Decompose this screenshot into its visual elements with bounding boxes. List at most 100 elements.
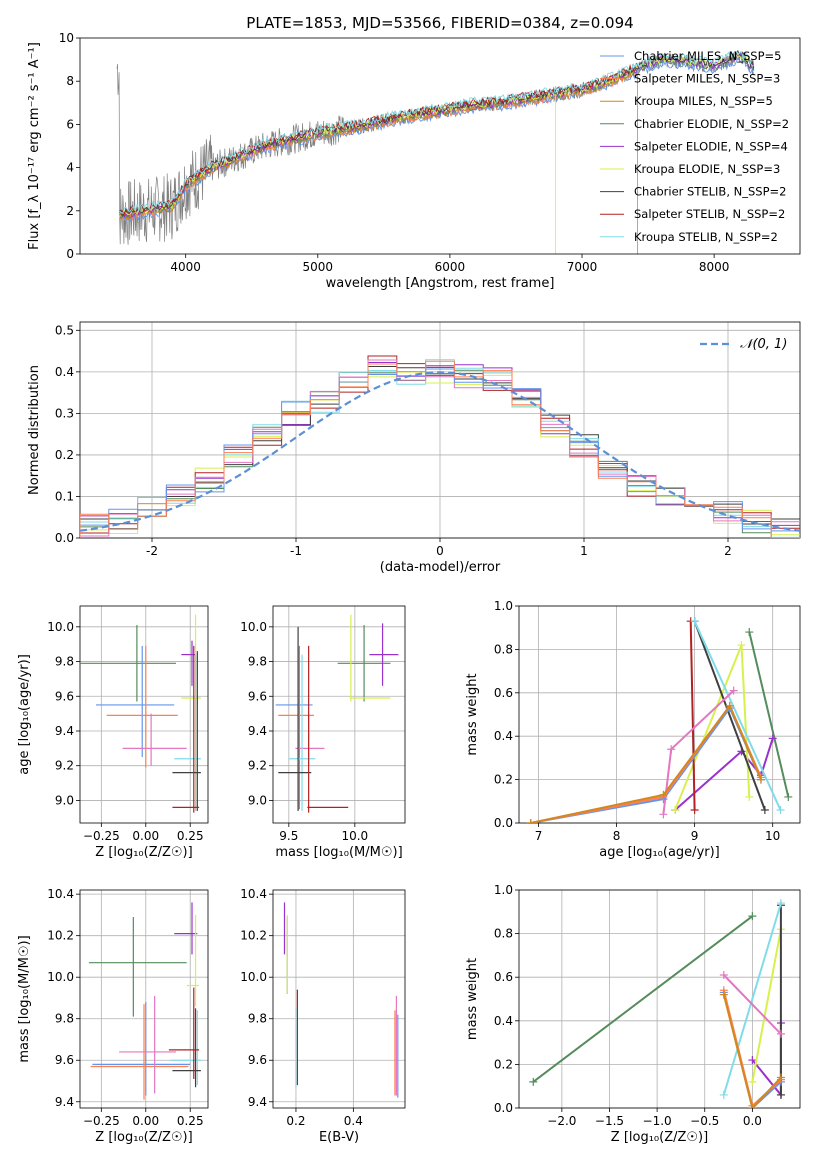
x-tick-label: −0.25 bbox=[83, 1114, 120, 1128]
weight-marker bbox=[737, 641, 746, 650]
x-tick-label: −1.5 bbox=[595, 1114, 624, 1128]
weight-series bbox=[722, 994, 782, 1108]
y-tick-label: 10.4 bbox=[240, 887, 267, 901]
x-tick-label: 9.5 bbox=[279, 829, 298, 843]
legend-entry: Salpeter ELODIE, N_SSP=4 bbox=[634, 139, 788, 153]
legend-entry: Chabrier ELODIE, N_SSP=2 bbox=[634, 117, 789, 131]
weight-marker bbox=[690, 617, 699, 626]
weight-marker bbox=[748, 912, 757, 921]
plot-frame bbox=[272, 889, 406, 1109]
y-tick-label: 0.5 bbox=[55, 323, 74, 337]
y-tick-label: 9.6 bbox=[248, 1053, 267, 1067]
weight-lines bbox=[526, 617, 793, 823]
y-tick-label: 9.8 bbox=[248, 1012, 267, 1026]
weight-marker bbox=[748, 1104, 757, 1108]
weight-marker bbox=[667, 745, 676, 754]
plot-frame bbox=[79, 37, 801, 255]
x-axis-label: Z [log₁₀(Z/Z☉)] bbox=[95, 845, 192, 860]
y-tick-label: 0.6 bbox=[494, 686, 513, 700]
y-tick-label: 9.0 bbox=[55, 793, 74, 807]
y-axis-label: mass [log₁₀(M/M☉)] bbox=[17, 935, 32, 1062]
weight-marker bbox=[719, 1090, 728, 1099]
x-tick-label: 0.25 bbox=[177, 1114, 204, 1128]
y-tick-label: 10.2 bbox=[240, 929, 267, 943]
x-tick-label: 0.00 bbox=[132, 829, 159, 843]
y-tick-label: 1.0 bbox=[494, 599, 513, 613]
y-axis-label: Normed distribution bbox=[27, 365, 42, 495]
x-tick-label: 7 bbox=[535, 829, 543, 843]
y-tick-label: 9.8 bbox=[248, 655, 267, 669]
axes-age-vs-metallicity: −0.25 0.00 0.25 9.0 9.2 9.4 9.6 9.8 10.0 Z [log₁₀… bbox=[17, 605, 209, 860]
y-tick-label: 0.0 bbox=[494, 1101, 513, 1115]
y-tick-label: 0.3 bbox=[55, 406, 74, 420]
y-tick-label: 9.8 bbox=[55, 1012, 74, 1026]
y-tick-label: 0.8 bbox=[494, 642, 513, 656]
axes-spectrum: 4000 5000 6000 7000 8000 0 2 4 6 8 10 wavelength [A… bbox=[27, 31, 801, 291]
y-tick-label: 9.4 bbox=[55, 724, 74, 738]
legend-entry: Salpeter STELIB, N_SSP=2 bbox=[634, 207, 785, 221]
y-tick-label: 9.4 bbox=[55, 1095, 74, 1109]
weight-series bbox=[693, 620, 766, 811]
y-tick-label: 4 bbox=[66, 161, 74, 175]
y-tick-label: 2 bbox=[66, 204, 74, 218]
y-tick-label: 0.4 bbox=[494, 729, 513, 743]
x-axis-label: age [log₁₀(age/yr)] bbox=[599, 845, 720, 860]
x-tick-label: −0.25 bbox=[83, 829, 120, 843]
weight-marker bbox=[719, 990, 728, 999]
weight-marker bbox=[776, 805, 785, 814]
legend-entry: Kroupa STELIB, N_SSP=2 bbox=[634, 230, 778, 244]
weight-marker bbox=[529, 1077, 538, 1086]
y-tick-label: 10.0 bbox=[47, 970, 74, 984]
spectrum-lines bbox=[116, 49, 755, 254]
y-tick-label: 0.0 bbox=[55, 531, 74, 545]
y-tick-label: 1.0 bbox=[494, 883, 513, 897]
legend-entry: Salpeter MILES, N_SSP=3 bbox=[634, 72, 780, 86]
y-tick-label: 8 bbox=[66, 74, 74, 88]
x-tick-label: 5000 bbox=[303, 260, 334, 274]
errorbars bbox=[275, 614, 399, 813]
x-tick-label: 4000 bbox=[170, 260, 201, 274]
x-tick-label: 7000 bbox=[567, 260, 598, 274]
errorbars bbox=[80, 614, 201, 813]
errorbars bbox=[283, 902, 399, 1098]
y-tick-label: 10.0 bbox=[240, 620, 267, 634]
histogram-series bbox=[80, 360, 800, 538]
x-tick-label: 6000 bbox=[435, 260, 466, 274]
chart-title: PLATE=1853, MJD=53566, FIBERID=0384, z=0… bbox=[246, 14, 633, 32]
y-tick-label: 9.2 bbox=[248, 759, 267, 773]
y-tick-label: 6 bbox=[66, 117, 74, 131]
x-tick-label: 10 bbox=[765, 829, 780, 843]
y-axis-label: mass weight bbox=[465, 673, 480, 755]
weight-lines bbox=[529, 899, 785, 1108]
weight-marker bbox=[745, 628, 754, 637]
y-tick-label: 10.2 bbox=[47, 929, 74, 943]
x-axis-label: Z [log₁₀(Z/Z☉)] bbox=[95, 1130, 192, 1145]
x-axis-label: mass [log₁₀(M/M☉)] bbox=[275, 845, 402, 860]
weight-marker bbox=[725, 701, 734, 710]
axes-mass-vs-ebv: 0.2 0.4 9.4 9.6 9.8 10.0 10.2 10.4 E(B-V) bbox=[240, 887, 406, 1145]
weight-marker bbox=[659, 810, 668, 819]
y-axis-label: Flux [f_λ 10⁻¹⁷ erg cm⁻² s⁻¹ A⁻¹] bbox=[27, 42, 42, 250]
weight-marker bbox=[768, 734, 777, 743]
x-tick-label: 0.25 bbox=[177, 829, 204, 843]
y-tick-label: 9.6 bbox=[55, 1053, 74, 1067]
y-tick-label: 0.4 bbox=[494, 1014, 513, 1028]
weight-marker bbox=[526, 819, 535, 823]
x-tick-label: 10.0 bbox=[341, 829, 368, 843]
y-tick-label: 0.2 bbox=[494, 1057, 513, 1071]
plot-frame bbox=[79, 889, 209, 1109]
weight-marker bbox=[719, 971, 728, 980]
y-axis-label: mass weight bbox=[465, 958, 480, 1040]
gaussian-curve bbox=[80, 371, 800, 532]
x-tick-label: 0.4 bbox=[344, 1114, 363, 1128]
plot-frame bbox=[272, 605, 406, 824]
y-tick-label: 10 bbox=[59, 31, 74, 45]
y-tick-label: 10.0 bbox=[240, 970, 267, 984]
y-tick-label: 0.2 bbox=[55, 448, 74, 462]
weight-series bbox=[532, 915, 754, 1083]
weight-series bbox=[689, 621, 696, 811]
weight-series bbox=[723, 974, 782, 1035]
axes-residual-histogram: -2 -1 0 1 2 0.0 0.1 0.2 0.3 0.4 0.5 (data-model)/er… bbox=[27, 321, 801, 575]
x-tick-label: 0.0 bbox=[743, 1114, 762, 1128]
